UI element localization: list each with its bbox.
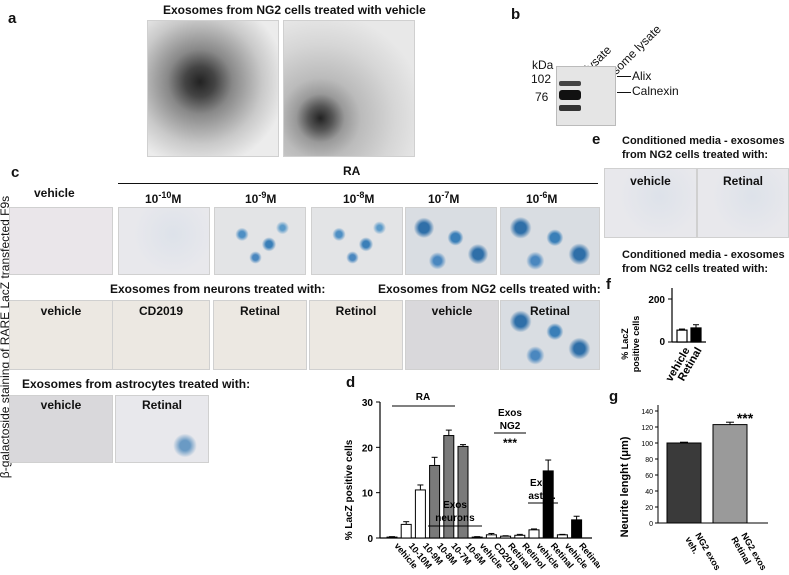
d-bar-8 bbox=[500, 535, 512, 539]
f-bar-0 bbox=[676, 329, 688, 343]
f-ylabel-1: % LacZ bbox=[620, 328, 630, 360]
g-ytick-label-1: 20 bbox=[645, 505, 653, 512]
d-exos-astro-1: Exos bbox=[530, 478, 554, 489]
f-tick-label-200: 200 bbox=[648, 295, 665, 306]
d-bar-2 bbox=[414, 489, 426, 539]
panel-g-chart: Neurite lenght (μm) 0 20 40 60 80 100 120 140 *… bbox=[619, 405, 769, 572]
panel-e-image-vehicle: vehicle bbox=[604, 168, 697, 238]
g-ytick-label-3: 60 bbox=[645, 473, 653, 480]
row1-image-vehicle bbox=[9, 207, 113, 275]
d-bar-5 bbox=[457, 445, 469, 539]
f-tick-label-0: 0 bbox=[659, 337, 665, 348]
d-bar-0 bbox=[386, 536, 398, 539]
panel-c-label: c bbox=[11, 164, 20, 181]
conc-3: 10-8M bbox=[343, 190, 375, 206]
row1-image-ra-10-6 bbox=[500, 207, 600, 275]
d-bar-3 bbox=[429, 464, 441, 539]
panel-e-title-2: from NG2 cells treated with: bbox=[622, 149, 769, 161]
panel-f-title-1: Conditioned media - exosomes bbox=[622, 249, 785, 261]
row2-image-ng2-retinal: Retinal bbox=[500, 300, 600, 370]
western-blot bbox=[556, 66, 616, 126]
calnexin-label: Calnexin bbox=[632, 84, 679, 98]
g-ytick-label-2: 40 bbox=[645, 489, 653, 496]
marker-102: 102 bbox=[531, 72, 552, 86]
panel-a-title: Exosomes from NG2 cells treated with veh… bbox=[163, 3, 426, 17]
d-ytick-label-2: 20 bbox=[362, 443, 374, 454]
row1-image-ra-10-7 bbox=[405, 207, 497, 275]
d-exos-astro-2: astro. bbox=[528, 491, 555, 502]
row1-image-ra-10-10 bbox=[118, 207, 210, 275]
g-bar-0 bbox=[666, 442, 702, 524]
conc-1: 10-10M bbox=[145, 190, 182, 206]
row2-image-retinal: Retinal bbox=[213, 300, 307, 370]
g-ytick-label-0: 0 bbox=[649, 521, 653, 528]
panel-e-title-1: Conditioned media - exosomes bbox=[622, 135, 785, 147]
neurons-title: Exosomes from neurons treated with: bbox=[110, 282, 326, 296]
panel-f-label: f bbox=[606, 276, 611, 293]
conc-2: 10-9M bbox=[245, 190, 277, 206]
row1-vehicle-label: vehicle bbox=[34, 186, 75, 200]
d-bar-12 bbox=[556, 534, 568, 539]
g-bar-1 bbox=[712, 424, 748, 524]
ra-label: RA bbox=[343, 164, 361, 178]
d-ra-label: RA bbox=[416, 392, 430, 403]
em-image-1 bbox=[147, 20, 279, 157]
g-ytick-label-7: 140 bbox=[641, 409, 653, 416]
panel-g-label: g bbox=[609, 388, 619, 405]
panel-e-label: e bbox=[592, 131, 601, 148]
d-bar-6 bbox=[471, 536, 483, 539]
panel-d-label: d bbox=[346, 374, 356, 391]
g-ytick-label-6: 120 bbox=[641, 425, 653, 432]
f-ylabel-2: positive cells bbox=[631, 316, 641, 373]
d-exos-neurons-1: Exos bbox=[443, 500, 467, 511]
lower-band bbox=[559, 105, 581, 111]
ng2-title: Exosomes from NG2 cells treated with: bbox=[378, 282, 601, 296]
d-bar-1 bbox=[400, 523, 412, 539]
alix-band bbox=[559, 81, 581, 86]
panel-f-chart: % LacZ positive cells 0 200 vehicle Reti… bbox=[620, 288, 706, 384]
row2-image-vehicle: vehicle bbox=[9, 300, 113, 370]
row2-image-retinol: Retinol bbox=[309, 300, 403, 370]
row3-image-vehicle: vehicle bbox=[9, 395, 113, 463]
em-image-2 bbox=[283, 20, 415, 157]
panel-b-label: b bbox=[511, 6, 521, 23]
panel-f-title-2: from NG2 cells treated with: bbox=[622, 263, 769, 275]
marker-76: 76 bbox=[535, 90, 549, 104]
panel-e-image-retinal: Retinal bbox=[697, 168, 789, 238]
calnexin-arrow bbox=[617, 92, 631, 93]
row2-image-cd2019: CD2019 bbox=[112, 300, 210, 370]
d-ylabel: % LacZ positive cells bbox=[344, 439, 355, 540]
d-ng2-stars: *** bbox=[503, 436, 517, 450]
d-bar-9 bbox=[514, 534, 526, 539]
d-exos-ng2-2: NG2 bbox=[500, 421, 521, 432]
d-bar-11 bbox=[542, 470, 554, 539]
astro-title: Exosomes from astrocytes treated with: bbox=[22, 377, 251, 391]
d-ytick-label-0: 0 bbox=[367, 534, 373, 545]
d-bar-13 bbox=[571, 519, 583, 539]
g-ylabel: Neurite lenght (μm) bbox=[619, 436, 631, 537]
alix-label: Alix bbox=[632, 69, 652, 83]
d-bar-7 bbox=[485, 534, 497, 539]
g-ytick-label-4: 80 bbox=[645, 457, 653, 464]
calnexin-band bbox=[559, 90, 581, 100]
row1-image-ra-10-8 bbox=[311, 207, 403, 275]
conc-4: 10-7M bbox=[428, 190, 460, 206]
conc-5: 10-6M bbox=[526, 190, 558, 206]
alix-arrow bbox=[617, 76, 631, 77]
row2-image-ng2-vehicle: vehicle bbox=[405, 300, 499, 370]
d-bar-10 bbox=[528, 529, 540, 539]
kda-label: kDa bbox=[532, 58, 554, 72]
d-exos-neurons-2: neurons bbox=[435, 513, 475, 524]
f-bar-1 bbox=[690, 327, 702, 343]
ra-line bbox=[118, 183, 598, 184]
g-ytick-label-5: 100 bbox=[641, 441, 653, 448]
row3-image-retinal: Retinal bbox=[115, 395, 209, 463]
d-ytick-label-1: 10 bbox=[362, 489, 374, 500]
row1-image-ra-10-9 bbox=[214, 207, 306, 275]
g-stars: *** bbox=[737, 410, 754, 426]
d-ytick-label-3: 30 bbox=[362, 398, 374, 409]
d-exos-ng2-1: Exos bbox=[498, 408, 522, 419]
panel-a-label: a bbox=[8, 10, 17, 27]
